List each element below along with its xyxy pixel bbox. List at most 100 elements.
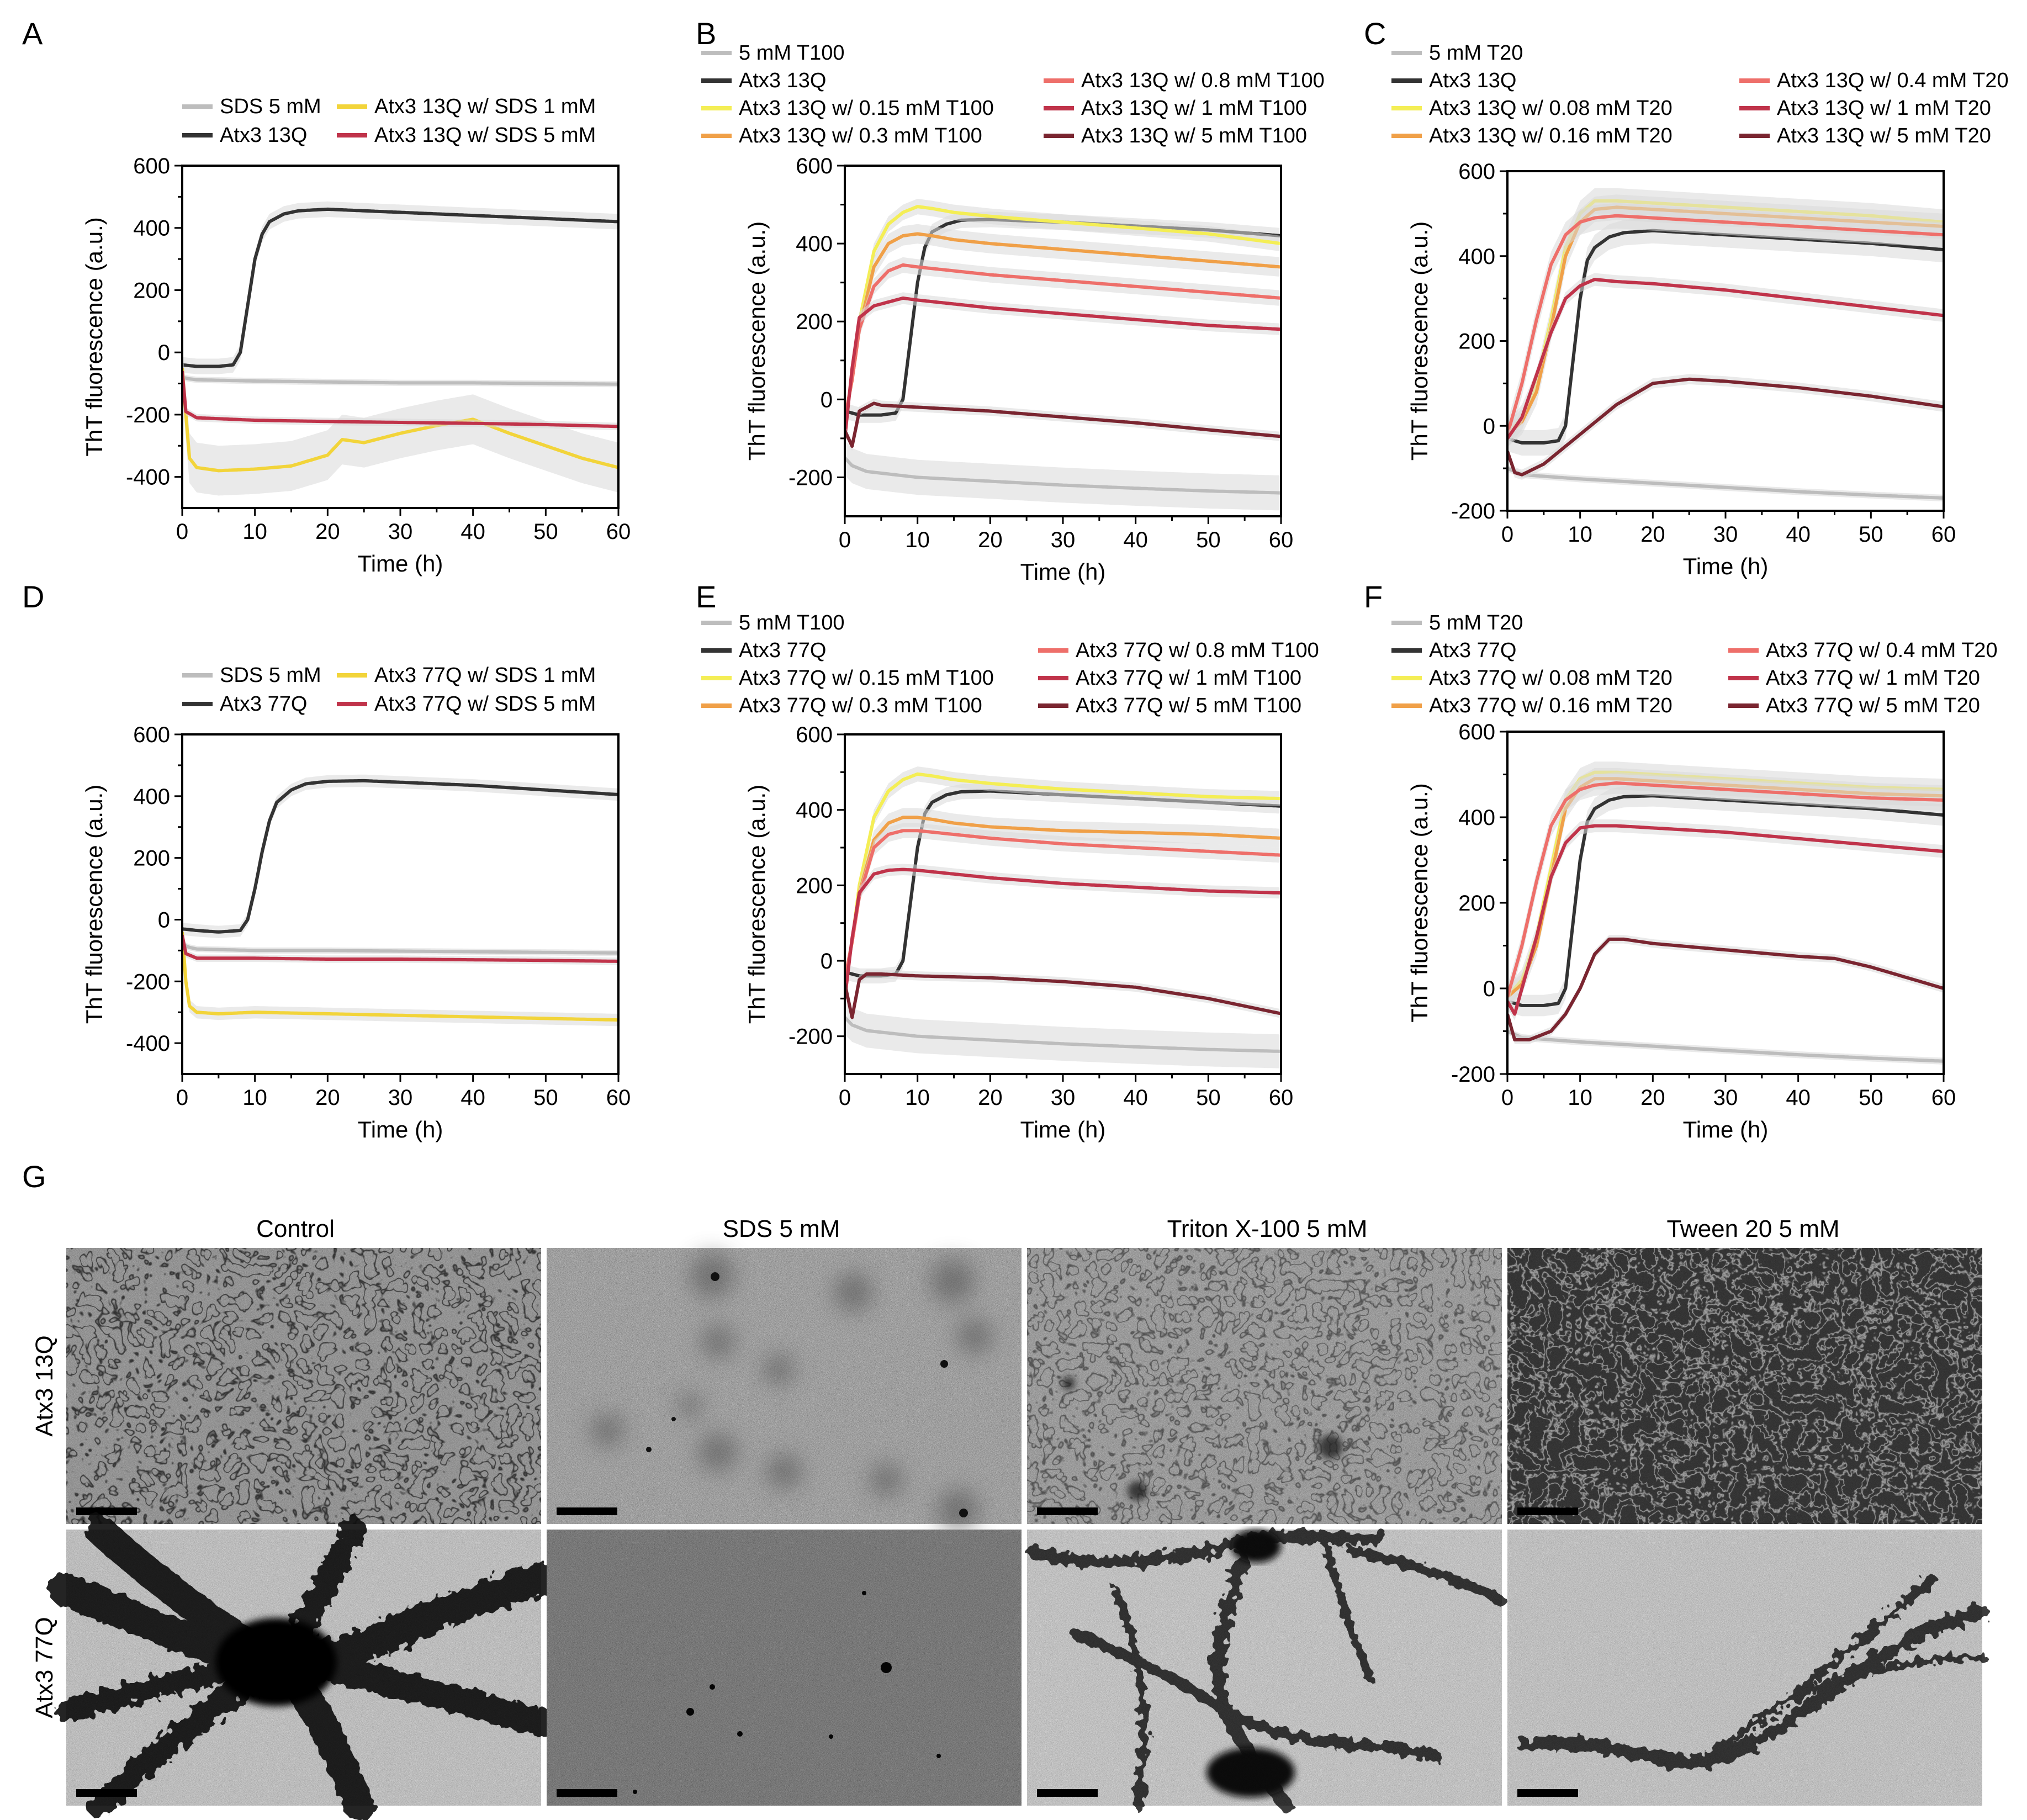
x-tick-label: 30 bbox=[388, 1086, 413, 1110]
panel-label: D bbox=[22, 579, 44, 614]
y-tick-label: 200 bbox=[133, 846, 170, 871]
series-line bbox=[845, 205, 1281, 420]
scale-bar bbox=[1517, 1507, 1578, 1515]
x-tick-label: 0 bbox=[176, 520, 188, 544]
y-tick-label: -400 bbox=[126, 1031, 170, 1056]
error-band bbox=[1507, 935, 1944, 1044]
series-line bbox=[182, 368, 618, 473]
tem-column-triton: Triton X-100 5 mM bbox=[1167, 1215, 1368, 1242]
series-line bbox=[182, 207, 618, 368]
series-group bbox=[182, 774, 618, 1027]
series-line bbox=[182, 375, 618, 386]
y-tick-label: -200 bbox=[1451, 499, 1495, 523]
series-line bbox=[1507, 937, 1944, 1041]
legend-entry: Atx3 77Q w/ 0.08 mM T20 bbox=[1429, 666, 1673, 690]
y-tick-label: 600 bbox=[796, 154, 833, 178]
panel-d: D 0 10 20 30 40 50 60 -400 -200 0 200 400 600 Time (h)… bbox=[22, 579, 631, 1142]
x-tick-label: 40 bbox=[1123, 1086, 1148, 1110]
panel-label: A bbox=[22, 16, 43, 51]
legend-entry: Atx3 77Q w/ 0.4 mM T20 bbox=[1766, 639, 1998, 662]
x-tick-label: 50 bbox=[1196, 1086, 1221, 1110]
series-line bbox=[182, 943, 618, 955]
y-tick-label: 0 bbox=[158, 341, 170, 365]
panel-label: C bbox=[1364, 16, 1386, 51]
legend-entry: Atx3 13Q w/ 0.08 mM T20 bbox=[1429, 97, 1673, 120]
y-axis-label: ThT fluorescence (a.u.) bbox=[744, 785, 770, 1024]
y-tick-label: 200 bbox=[796, 310, 833, 334]
series-line bbox=[845, 867, 1281, 999]
series-line bbox=[845, 457, 1281, 495]
error-band bbox=[845, 257, 1281, 427]
x-tick-label: 50 bbox=[533, 520, 558, 544]
error-band bbox=[845, 440, 1281, 511]
y-tick-label: 0 bbox=[821, 949, 833, 974]
x-axis-label: Time (h) bbox=[1683, 553, 1769, 579]
x-tick-label: 20 bbox=[315, 520, 340, 544]
x-tick-label: 60 bbox=[1931, 522, 1956, 547]
x-tick-label: 40 bbox=[1786, 1086, 1811, 1110]
x-tick-label: 20 bbox=[1640, 522, 1665, 547]
tem-row-77q: Atx3 77Q bbox=[31, 1617, 58, 1718]
x-tick-label: 50 bbox=[1859, 522, 1883, 547]
legend-entry: Atx3 13Q bbox=[1429, 69, 1516, 92]
error-band bbox=[845, 969, 1281, 1022]
panel-g: G Control SDS 5 mM Triton X-100 5 mM Twe… bbox=[22, 1159, 1989, 1820]
tem-13q-sds bbox=[547, 1248, 1022, 1531]
x-tick-label: 10 bbox=[1568, 1086, 1592, 1110]
y-tick-label: -200 bbox=[126, 970, 170, 994]
series-line bbox=[182, 932, 618, 1022]
legend-entry: Atx3 77Q bbox=[1429, 639, 1516, 662]
y-tick-label: 600 bbox=[133, 723, 170, 747]
error-band bbox=[182, 931, 618, 965]
tem-77q-control bbox=[50, 1514, 558, 1820]
x-tick-label: 10 bbox=[242, 520, 267, 544]
tem-77q-triton bbox=[1026, 1529, 1507, 1813]
y-axis-label: ThT fluorescence (a.u.) bbox=[1406, 783, 1432, 1022]
series-line bbox=[1507, 377, 1944, 477]
legend-entry: Atx3 13Q w/ SDS 5 mM bbox=[374, 124, 596, 147]
x-tick-label: 30 bbox=[1713, 1086, 1738, 1110]
panel-label-g: G bbox=[22, 1159, 46, 1194]
x-tick-label: 0 bbox=[1501, 522, 1513, 547]
y-tick-label: 400 bbox=[796, 232, 833, 256]
x-tick-label: 60 bbox=[606, 520, 631, 544]
series-group bbox=[1507, 761, 1944, 1065]
series-line bbox=[1507, 824, 1944, 1016]
tem-13q-tween bbox=[1507, 1248, 1982, 1524]
x-tick-label: 10 bbox=[905, 1086, 930, 1110]
error-band bbox=[1507, 218, 1944, 456]
series-line bbox=[1507, 214, 1944, 435]
y-tick-label: 200 bbox=[133, 278, 170, 303]
tem-column-tween: Tween 20 5 mM bbox=[1666, 1215, 1839, 1242]
y-tick-label: -200 bbox=[1451, 1062, 1495, 1087]
tem-column-sds: SDS 5 mM bbox=[723, 1215, 840, 1242]
y-axis-label: ThT fluorescence (a.u.) bbox=[81, 785, 107, 1024]
series-line bbox=[845, 829, 1281, 980]
legend-entry: Atx3 77Q w/ 0.8 mM T100 bbox=[1076, 639, 1319, 662]
x-tick-label: 40 bbox=[461, 520, 485, 544]
series-line bbox=[845, 296, 1281, 439]
legend-entry: Atx3 13Q w/ 5 mM T100 bbox=[1081, 124, 1307, 147]
legend-entry: SDS 5 mM bbox=[220, 664, 321, 687]
error-band bbox=[845, 398, 1281, 451]
y-tick-label: 0 bbox=[821, 388, 833, 412]
y-tick-label: 0 bbox=[158, 908, 170, 932]
panel-label: F bbox=[1364, 579, 1383, 614]
scale-bar bbox=[76, 1507, 137, 1515]
x-tick-label: 0 bbox=[176, 1086, 188, 1110]
error-band bbox=[182, 201, 618, 374]
series-line bbox=[845, 232, 1281, 420]
legend-entry: Atx3 13Q w/ 1 mM T100 bbox=[1081, 97, 1307, 120]
error-band bbox=[845, 292, 1281, 445]
legend-entry: Atx3 13Q bbox=[220, 124, 307, 147]
legend-entry: Atx3 77Q w/ SDS 5 mM bbox=[374, 692, 596, 716]
error-band bbox=[845, 823, 1281, 987]
legend-entry: Atx3 77Q w/ 0.15 mM T100 bbox=[739, 666, 994, 690]
x-tick-label: 40 bbox=[1123, 528, 1148, 552]
legend-entry: Atx3 13Q w/ 0.4 mM T20 bbox=[1777, 69, 2009, 92]
panel-e: E 0 10 20 30 40 50 60 -200 0 200 400 600 Time (h) ThT … bbox=[696, 579, 1319, 1142]
series-group bbox=[1507, 188, 1944, 502]
series-line bbox=[1507, 781, 1944, 998]
series-line bbox=[182, 934, 618, 963]
legend-entry: Atx3 13Q w/ 5 mM T20 bbox=[1777, 124, 1991, 147]
